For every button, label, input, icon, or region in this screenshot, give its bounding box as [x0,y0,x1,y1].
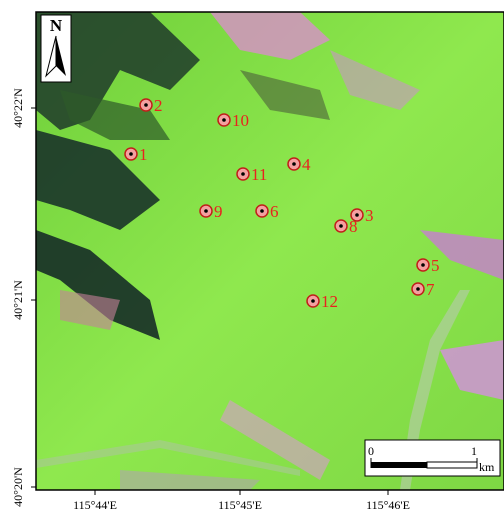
north-label: N [50,16,63,35]
sample-point-center [416,287,420,291]
sample-point-label: 2 [154,96,163,115]
sample-point-center [241,172,245,176]
x-tick-label: 115°45'E [218,498,262,512]
sample-point-label: 11 [251,165,267,184]
scale-end: 1 [471,444,477,458]
sample-point-label: 10 [232,111,249,130]
x-tick-label: 115°46'E [366,498,410,512]
sample-point-label: 9 [214,202,223,221]
sample-point-center [144,103,148,107]
sample-point-center [292,162,296,166]
scale-start: 0 [368,444,374,458]
sample-point-center [260,209,264,213]
scale-bar: 0 1 km [365,440,500,476]
y-tick-label: 40°21'N [11,280,25,320]
sample-point-label: 5 [431,256,440,275]
satellite-image [36,12,504,490]
sample-point-label: 3 [365,206,374,225]
map-figure: N 0 1 km 40°22'N40°21'N40°20'N115°44'E11… [0,0,504,515]
scale-unit: km [479,460,495,474]
sample-point-label: 12 [321,292,338,311]
sample-point-label: 6 [270,202,279,221]
sample-point-label: 7 [426,280,435,299]
sample-point-label: 1 [139,145,148,164]
sample-point-center [129,152,133,156]
sample-point-label: 8 [349,217,358,236]
x-tick-label: 115°44'E [73,498,117,512]
sample-point-center [311,299,315,303]
sample-point-center [339,224,343,228]
north-arrow: N [41,15,71,82]
sample-point-center [222,118,226,122]
y-tick-label: 40°20'N [11,467,25,507]
sample-point-center [204,209,208,213]
sample-point-center [421,263,425,267]
y-tick-label: 40°22'N [11,88,25,128]
sample-point-label: 4 [302,155,311,174]
